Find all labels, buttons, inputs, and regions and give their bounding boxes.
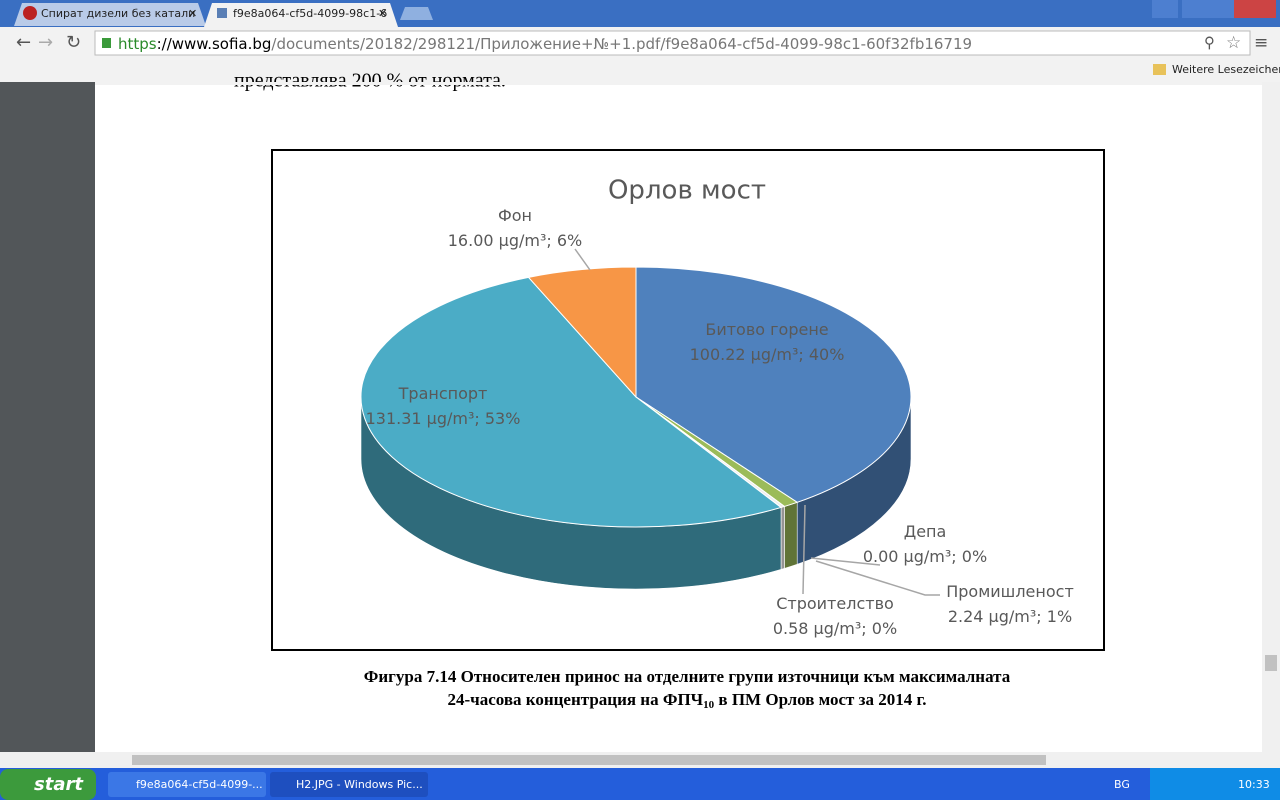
figure-caption: Фигура 7.14 Относителен принос на отделн… (364, 667, 1011, 686)
clock: 10:33 (1238, 778, 1270, 791)
maximize-button[interactable] (1208, 0, 1234, 18)
slice (360, 276, 783, 528)
chart-title: Орлов мост (608, 176, 766, 206)
slice-side (784, 501, 798, 569)
bookmarks-bar (0, 60, 1280, 82)
caption-subscript: 10 (703, 699, 715, 711)
pie-chart: Битово горене 100.22 µg/m³; 40% Промишлено… (360, 206, 1074, 638)
scroll-thumb[interactable] (132, 755, 1046, 765)
tab-close[interactable]: ✕ (188, 7, 197, 20)
data-label: Строителство 0.58 µg/m³; 0% (773, 594, 897, 638)
new-tab[interactable] (400, 7, 433, 20)
task-button[interactable] (108, 772, 266, 797)
lock-icon (102, 38, 111, 48)
leader-line (810, 557, 881, 566)
task-button[interactable] (270, 772, 428, 797)
leader-line (815, 560, 940, 596)
start-button[interactable] (0, 769, 96, 800)
zoom-icon[interactable]: ⚲ (1204, 34, 1215, 52)
task-label: H2.JPG - Windows Pic... (296, 778, 423, 791)
data-label-value: 131.31 µg/m³; 53% (366, 409, 521, 428)
tab-close[interactable]: ✕ (378, 7, 387, 20)
menu-button[interactable]: ≡ (1254, 33, 1268, 53)
folder-icon (1153, 64, 1166, 75)
data-label-value: 0.00 µg/m³; 0% (863, 547, 987, 566)
forward-button[interactable]: → (38, 32, 53, 53)
data-label: Фон 16.00 µg/m³; 6% (448, 206, 582, 250)
profile-button[interactable] (1152, 0, 1178, 18)
start-label: start (34, 774, 84, 795)
figure-caption: 24-часова концентрация на ФПЧ10 в ПМ Орл… (447, 690, 926, 711)
bookmarks-folder[interactable]: Weitere Lesezeichen (1172, 63, 1280, 76)
close-button[interactable] (1234, 0, 1276, 18)
system-tray (1150, 768, 1280, 800)
reload-button[interactable]: ↻ (66, 32, 81, 53)
leader-line (574, 248, 591, 271)
vertical-scrollbar[interactable] (1262, 82, 1280, 752)
caption-text: в ПМ Орлов мост за 2014 г. (714, 690, 926, 709)
tab-icon (217, 8, 227, 18)
slice-side (780, 506, 785, 570)
data-label-category: Фон (498, 206, 532, 225)
tab-active[interactable] (204, 3, 398, 27)
tab[interactable] (14, 3, 206, 26)
data-label-category: Строителство (776, 594, 894, 613)
caption-text: 24-часова концентрация на ФПЧ (447, 690, 703, 709)
tab-icon (23, 6, 37, 20)
minimize-button[interactable] (1182, 0, 1208, 18)
tab-title: f9e8a064-cf5d-4099-98c1-6 (233, 7, 387, 20)
url: https://www.sofia.bg/documents/20182/298… (118, 35, 972, 53)
data-label-category: Промишленост (946, 582, 1074, 601)
data-label: Промишленост 2.24 µg/m³; 1% (946, 582, 1074, 626)
data-label: Битово горене 100.22 µg/m³; 40% (690, 320, 845, 364)
data-label-value: 16.00 µg/m³; 6% (448, 231, 582, 250)
leader-line (802, 504, 806, 595)
url-host: ://www.sofia.bg (157, 35, 272, 53)
back-button[interactable]: ← (16, 32, 31, 53)
star-icon[interactable]: ☆ (1226, 33, 1241, 53)
data-label-value: 0.58 µg/m³; 0% (773, 619, 897, 638)
toolbar-shadow (95, 82, 1262, 85)
data-label-value: 100.22 µg/m³; 40% (690, 345, 845, 364)
task-label: f9e8a064-cf5d-4099-... (136, 778, 263, 791)
url-path: /documents/20182/298121/Приложение+№+1.p… (271, 35, 972, 53)
data-label: Депа 0.00 µg/m³; 0% (863, 522, 987, 566)
tab-title: Спират дизели без катали (41, 7, 195, 20)
data-label-category: Депа (904, 522, 947, 541)
slice (635, 266, 912, 503)
data-label-category: Битово горене (705, 320, 828, 339)
url-scheme: https (118, 35, 157, 53)
data-label-category: Транспорт (398, 384, 488, 403)
scroll-thumb[interactable] (1265, 655, 1277, 671)
data-label-value: 2.24 µg/m³; 1% (948, 607, 1072, 626)
address-bar[interactable] (94, 30, 1251, 56)
body-text: представлява 200 % от нормата. (234, 70, 506, 92)
slice (527, 266, 637, 399)
data-label: Транспорт 131.31 µg/m³; 53% (366, 384, 521, 428)
language[interactable]: BG (1114, 778, 1130, 791)
